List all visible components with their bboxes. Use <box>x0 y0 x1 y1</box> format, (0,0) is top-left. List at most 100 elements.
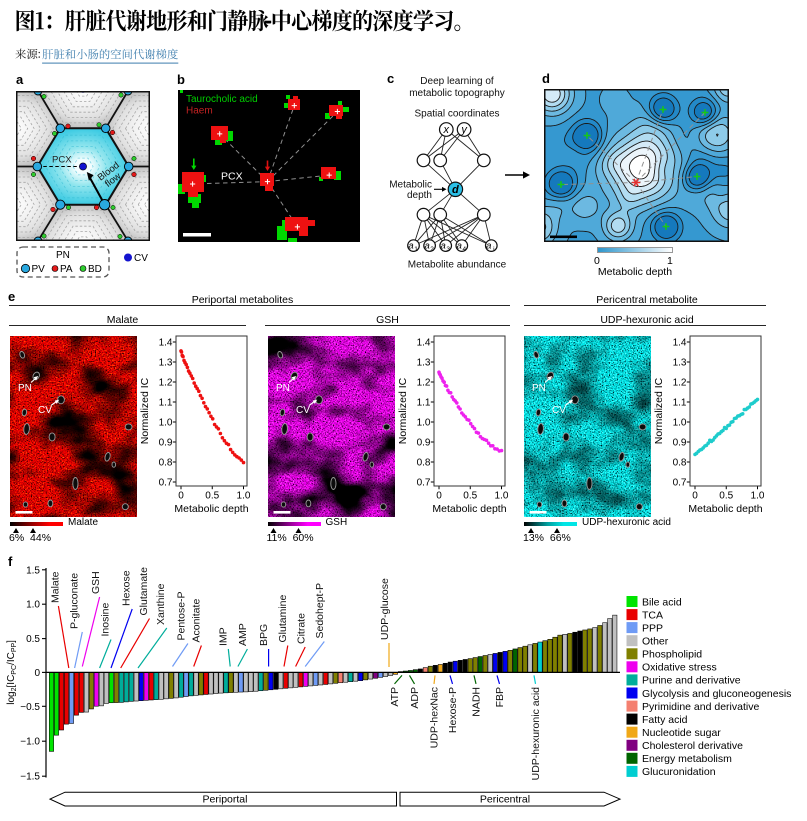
svg-text:1.2: 1.2 <box>416 378 430 389</box>
svg-text:Cholesterol derivative: Cholesterol derivative <box>642 740 743 752</box>
svg-text:CV: CV <box>38 405 52 416</box>
svg-text:BD: BD <box>88 264 102 275</box>
svg-text:0.8: 0.8 <box>159 458 173 469</box>
svg-text:1.1: 1.1 <box>416 398 430 409</box>
svg-text:Fatty acid: Fatty acid <box>642 714 688 726</box>
svg-text:1.0: 1.0 <box>159 418 173 429</box>
svg-text:0.9: 0.9 <box>159 438 173 449</box>
svg-text:Metabolite abundance: Metabolite abundance <box>408 260 507 271</box>
svg-text:1.0: 1.0 <box>673 418 687 429</box>
svg-text:PPP: PPP <box>642 622 663 634</box>
svg-text:PN: PN <box>56 250 70 261</box>
svg-text:1.0: 1.0 <box>494 491 508 502</box>
svg-text:Normalized IC: Normalized IC <box>397 377 409 444</box>
svg-text:Periportal: Periportal <box>203 794 248 806</box>
svg-text:NADH: NADH <box>471 687 483 717</box>
svg-text:PN: PN <box>18 383 32 394</box>
svg-text:Other: Other <box>642 636 669 648</box>
svg-text:d: d <box>452 184 459 196</box>
svg-text:depth: depth <box>407 190 432 201</box>
svg-text:a: a <box>441 241 446 252</box>
svg-text:UDP-hexNac: UDP-hexNac <box>429 687 441 748</box>
svg-text:PN: PN <box>532 383 546 394</box>
svg-text:0: 0 <box>34 668 40 679</box>
svg-text:Inosine: Inosine <box>99 602 111 636</box>
svg-text:Pericentral: Pericentral <box>480 794 530 806</box>
svg-text:IMP: IMP <box>218 627 230 646</box>
svg-text:Deep learning of: Deep learning of <box>420 76 494 87</box>
svg-text:1.1: 1.1 <box>673 398 687 409</box>
svg-text:CV: CV <box>552 405 566 416</box>
svg-text:FBP: FBP <box>494 687 506 707</box>
svg-text:Haem: Haem <box>186 106 213 117</box>
svg-text:a: a <box>424 241 429 252</box>
svg-text:PCX: PCX <box>52 155 72 166</box>
svg-text:BPG: BPG <box>258 624 270 646</box>
svg-text:1.2: 1.2 <box>673 378 687 389</box>
svg-text:1.0: 1.0 <box>751 491 765 502</box>
svg-text:1.4: 1.4 <box>416 338 430 349</box>
svg-text:0.5: 0.5 <box>205 491 219 502</box>
svg-text:1.0: 1.0 <box>26 600 40 611</box>
svg-text:0.7: 0.7 <box>673 478 687 489</box>
svg-text:0.5: 0.5 <box>463 491 477 502</box>
svg-text:TCA: TCA <box>642 609 663 621</box>
svg-text:Xanthine: Xanthine <box>155 583 167 625</box>
svg-text:PN: PN <box>276 383 290 394</box>
svg-text:Glutamine: Glutamine <box>277 594 289 642</box>
svg-text:3: 3 <box>446 246 450 253</box>
svg-text:1.2: 1.2 <box>159 378 173 389</box>
svg-text:Nucleotide sugar: Nucleotide sugar <box>642 727 721 739</box>
svg-text:1.0: 1.0 <box>237 491 251 502</box>
svg-text:Malate: Malate <box>49 571 61 603</box>
svg-text:0.8: 0.8 <box>416 458 430 469</box>
svg-text:y: y <box>460 124 468 136</box>
svg-text:0.7: 0.7 <box>416 478 430 489</box>
svg-text:Pentose-P: Pentose-P <box>175 591 187 640</box>
svg-text:1.1: 1.1 <box>159 398 173 409</box>
svg-text:0.9: 0.9 <box>416 438 430 449</box>
svg-text:PCX: PCX <box>221 171 243 183</box>
svg-text:PV: PV <box>32 264 46 275</box>
svg-text:UDP-hexuronic acid: UDP-hexuronic acid <box>530 687 542 781</box>
svg-text:0.5: 0.5 <box>719 491 733 502</box>
svg-text:0: 0 <box>178 491 184 502</box>
svg-text:x: x <box>443 124 450 136</box>
svg-text:Taurocholic acid: Taurocholic acid <box>186 94 258 105</box>
svg-text:metabolic topography: metabolic topography <box>409 88 505 99</box>
svg-text:Glucuronidation: Glucuronidation <box>642 766 716 778</box>
svg-text:1.3: 1.3 <box>159 358 173 369</box>
svg-text:a: a <box>486 241 491 252</box>
svg-text:Hexose-P: Hexose-P <box>447 687 459 733</box>
svg-text:1.0: 1.0 <box>416 418 430 429</box>
svg-text:0: 0 <box>436 491 442 502</box>
svg-text:0.7: 0.7 <box>159 478 173 489</box>
svg-text:−0.5: −0.5 <box>20 702 40 713</box>
svg-text:Spatial coordinates: Spatial coordinates <box>414 109 499 120</box>
svg-text:Sedohept-P: Sedohept-P <box>314 583 326 638</box>
svg-text:Metabolic depth: Metabolic depth <box>688 503 762 515</box>
svg-text:2: 2 <box>430 246 434 253</box>
svg-text:P-gluconate: P-gluconate <box>68 573 80 629</box>
svg-text:Oxidative stress: Oxidative stress <box>642 662 717 674</box>
svg-text:0.5: 0.5 <box>26 634 40 645</box>
svg-text:PA: PA <box>60 264 73 275</box>
svg-text:i: i <box>493 246 494 253</box>
svg-text:Metabolic: Metabolic <box>389 180 432 191</box>
svg-text:a: a <box>457 241 462 252</box>
svg-text:Citrate: Citrate <box>296 613 308 644</box>
svg-text:log2[ICPC/ICPP]: log2[ICPC/ICPP] <box>6 640 18 705</box>
svg-text:Pyrimidine and derivative: Pyrimidine and derivative <box>642 701 759 713</box>
svg-text:−1.5: −1.5 <box>20 772 40 783</box>
svg-text:AMP: AMP <box>237 623 249 646</box>
svg-text:Energy metabolism: Energy metabolism <box>642 753 732 765</box>
svg-text:1.3: 1.3 <box>416 358 430 369</box>
svg-text:Hexose: Hexose <box>120 570 132 606</box>
svg-text:Bile acid: Bile acid <box>642 596 682 608</box>
svg-text:Metabolic depth: Metabolic depth <box>432 503 506 515</box>
svg-text:ATP: ATP <box>389 687 401 707</box>
svg-text:1.5: 1.5 <box>26 565 40 576</box>
svg-text:1.3: 1.3 <box>673 358 687 369</box>
svg-text:1.4: 1.4 <box>673 338 687 349</box>
svg-text:UDP-glucose: UDP-glucose <box>379 578 391 640</box>
